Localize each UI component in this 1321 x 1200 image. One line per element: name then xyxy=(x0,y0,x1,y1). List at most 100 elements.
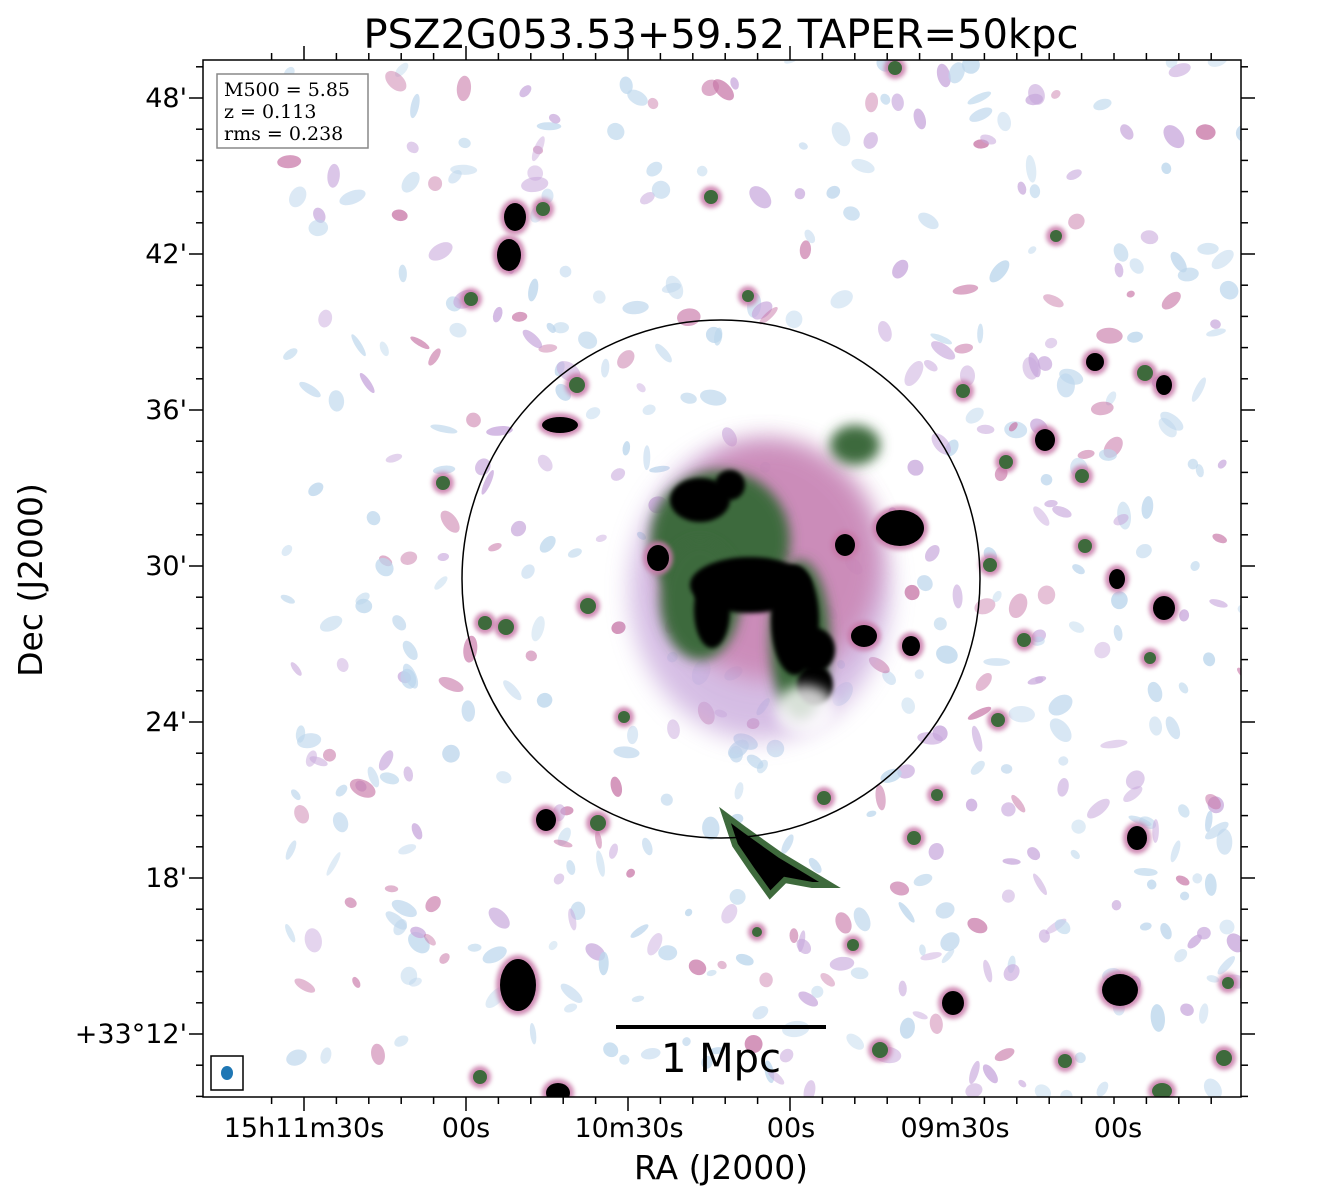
noise-blob xyxy=(596,850,605,877)
noise-blob xyxy=(1025,93,1043,106)
noise-blob xyxy=(385,911,407,930)
noise-blob xyxy=(804,229,816,244)
noise-blob xyxy=(853,907,871,932)
noise-blob xyxy=(548,940,558,951)
noise-blob xyxy=(442,744,460,763)
radio-source xyxy=(496,955,540,1015)
noise-blob xyxy=(438,676,464,693)
x-tick-label: 00s xyxy=(1094,1113,1142,1144)
noise-blob xyxy=(643,445,651,471)
noise-blob xyxy=(794,188,806,200)
noise-blob xyxy=(904,360,924,387)
noise-blob xyxy=(425,896,441,913)
noise-blob xyxy=(1147,681,1163,703)
noise-blob xyxy=(359,372,375,394)
x-tick-label: 09m30s xyxy=(900,1113,1009,1144)
noise-blob xyxy=(1040,473,1053,486)
radio-source xyxy=(738,286,758,306)
noise-blob xyxy=(952,584,963,609)
noise-blob xyxy=(1210,319,1221,329)
compact-sources xyxy=(432,60,1238,1097)
noise-blob xyxy=(729,888,746,905)
noise-blob xyxy=(901,697,915,714)
noise-blob xyxy=(391,209,408,222)
noise-blob xyxy=(631,995,645,1003)
noise-blob xyxy=(918,212,939,230)
noise-blob xyxy=(1035,676,1044,684)
noise-blob xyxy=(1120,124,1134,140)
radio-source xyxy=(1054,1050,1076,1072)
noise-blob xyxy=(1038,929,1050,943)
noise-blob xyxy=(326,852,341,876)
noise-blob xyxy=(400,966,418,985)
noise-blob xyxy=(975,672,992,692)
noise-blob xyxy=(1158,417,1177,438)
noise-blob xyxy=(299,381,321,398)
noise-blob xyxy=(607,122,625,141)
noise-blob xyxy=(969,107,993,122)
noise-blob xyxy=(456,75,472,102)
noise-blob xyxy=(658,945,678,961)
y-tick-label: 18' xyxy=(145,863,187,894)
noise-blob xyxy=(1165,60,1178,69)
noise-blob xyxy=(1072,564,1085,575)
noise-blob xyxy=(935,902,955,919)
noise-blob xyxy=(929,1013,943,1034)
noise-blob xyxy=(522,329,543,349)
noise-blob xyxy=(1150,1004,1165,1032)
noise-blob xyxy=(619,76,633,95)
radio-source xyxy=(903,827,925,849)
noise-blob xyxy=(932,725,948,742)
noise-blob xyxy=(767,1069,785,1085)
y-tick-label: 24' xyxy=(145,707,187,738)
noise-blob xyxy=(406,141,419,154)
noise-blob xyxy=(553,873,565,885)
noise-blob xyxy=(308,482,324,497)
radio-source xyxy=(643,541,673,575)
noise-blob xyxy=(1237,604,1241,614)
noise-blob xyxy=(622,300,649,315)
noise-blob xyxy=(595,830,602,849)
noise-blob xyxy=(475,458,491,476)
noise-blob xyxy=(294,978,316,993)
noise-blob xyxy=(1113,513,1129,526)
noise-blob xyxy=(933,617,947,631)
noise-blob xyxy=(913,873,933,887)
radio-source xyxy=(748,923,766,941)
noise-blob xyxy=(1178,804,1190,818)
noise-blob xyxy=(578,331,598,349)
noise-blob xyxy=(1127,331,1143,343)
noise-blob xyxy=(965,798,978,812)
noise-blob xyxy=(843,206,860,221)
noise-blob xyxy=(627,725,639,745)
noise-blob xyxy=(536,122,562,131)
noise-blob xyxy=(682,1037,691,1047)
noise-blob xyxy=(1226,933,1241,953)
noise-blob xyxy=(850,967,869,980)
noise-blob xyxy=(546,322,556,333)
noise-blob xyxy=(965,407,984,424)
noise-blob xyxy=(1168,63,1191,78)
noise-blob xyxy=(281,544,293,557)
noise-blob xyxy=(941,949,955,964)
noise-blob xyxy=(1002,858,1021,865)
radio-source xyxy=(872,506,928,550)
noise-blob xyxy=(904,584,920,601)
noise-blob xyxy=(1126,290,1135,298)
radio-source xyxy=(1123,822,1151,854)
noise-blob xyxy=(898,980,907,997)
noise-blob xyxy=(1175,875,1190,886)
noise-blob xyxy=(630,924,649,938)
noise-blob xyxy=(335,784,348,797)
noise-blob xyxy=(566,860,576,875)
noise-blob xyxy=(1217,459,1227,469)
noise-blob xyxy=(385,70,407,92)
noise-blob xyxy=(636,383,646,393)
noise-blob xyxy=(1129,258,1144,274)
radio-source xyxy=(1074,535,1096,557)
noise-blob xyxy=(371,1043,385,1065)
noise-blob xyxy=(1160,923,1172,940)
noise-blob xyxy=(595,534,607,542)
noise-blob xyxy=(458,137,471,149)
noise-blob xyxy=(983,959,993,983)
